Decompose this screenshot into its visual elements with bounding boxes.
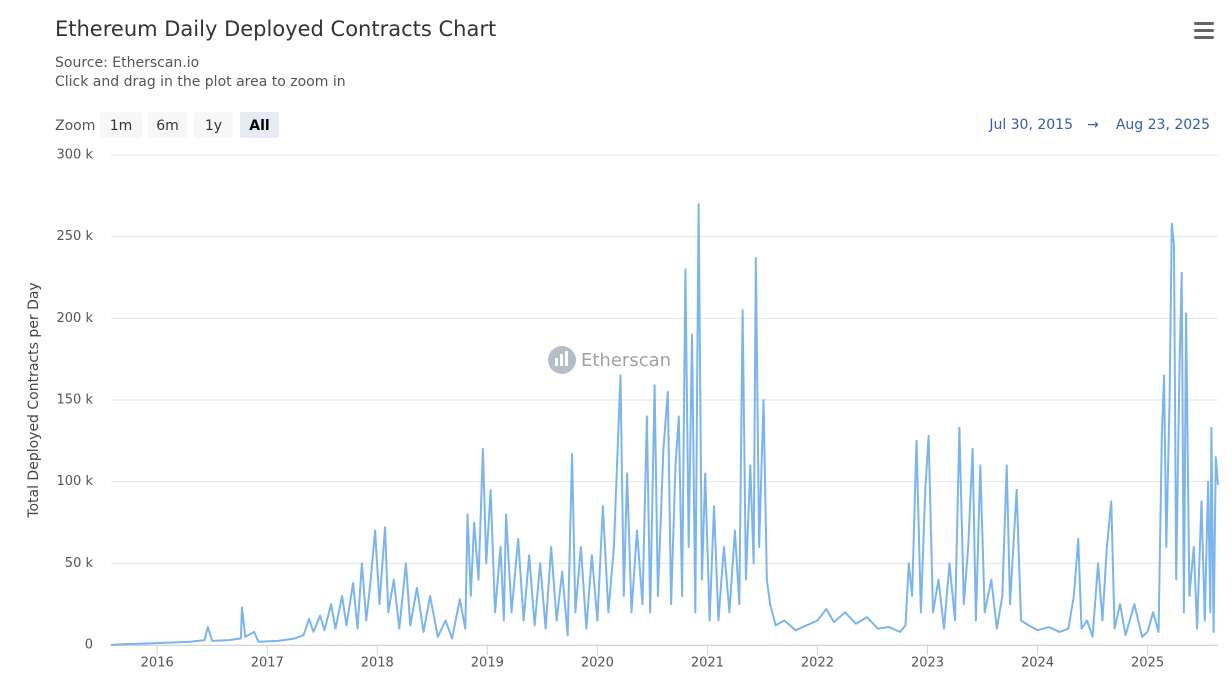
zoom-button[interactable]: 6m [148,112,187,138]
range-arrow: → [1087,117,1099,133]
x-tick-label: 2016 [141,656,174,671]
x-tick-label: 2025 [1131,656,1164,671]
zoom-button-label: 1m [110,118,133,134]
zoom-button-label: 1y [205,118,222,134]
menu-bar [1194,22,1214,25]
source: Source: Etherscan.io [55,55,199,71]
zoom-button-bg [194,112,233,138]
zoom-button[interactable]: All [240,112,279,138]
menu-button[interactable] [1194,22,1214,39]
y-tick-label: 200 k [57,311,94,326]
zoom-buttons: 1m 6m 1y All [100,112,279,138]
y-tick-label: 0 [85,638,93,653]
y-tick-label: 150 k [57,393,94,408]
y-tick-label: 250 k [57,229,94,244]
menu-bar [1194,36,1214,39]
y-tick-label: 300 k [57,148,94,163]
x-tick-label: 2018 [361,656,394,671]
y-tick-label: 50 k [65,556,94,571]
zoom-button[interactable]: 1y [194,112,233,138]
zoom-button-label: 6m [156,118,179,134]
zoom-button-label: All [249,118,269,134]
watermark: Etherscan [548,346,671,374]
watermark-logo-bar [565,351,568,366]
range-end[interactable]: Aug 23, 2025 [1116,117,1210,133]
chart-title: Ethereum Daily Deployed Contracts Chart [55,17,496,41]
menu-bar [1194,29,1214,32]
y-axis-title: Total Deployed Contracts per Day [26,282,42,518]
x-tick-label: 2022 [801,656,834,671]
x-tick-label: 2023 [911,656,944,671]
plot-area: 0 50 k 100 k 150 k 200 k 250 k 300 k 2016 2017 20… [57,148,1219,671]
x-tick-label: 2024 [1021,656,1054,671]
zoom-button[interactable]: 1m [100,112,142,138]
zoom-button-bg [148,112,187,138]
range-start[interactable]: Jul 30, 2015 [988,117,1073,133]
watermark-logo-bar [555,358,558,366]
x-tick-label: 2021 [691,656,724,671]
data-line [110,203,1219,646]
x-tick-label: 2017 [251,656,284,671]
zoom-button-bg [100,112,142,138]
x-tick-label: 2020 [581,656,614,671]
watermark-logo-bar [560,354,563,366]
subtitle: Click and drag in the plot area to zoom … [55,74,346,90]
zoom-label: Zoom [55,118,95,134]
zoom-button-bg [240,112,279,138]
x-tick-label: 2019 [471,656,504,671]
y-tick-label: 100 k [57,474,94,489]
watermark-text: Etherscan [581,350,671,371]
